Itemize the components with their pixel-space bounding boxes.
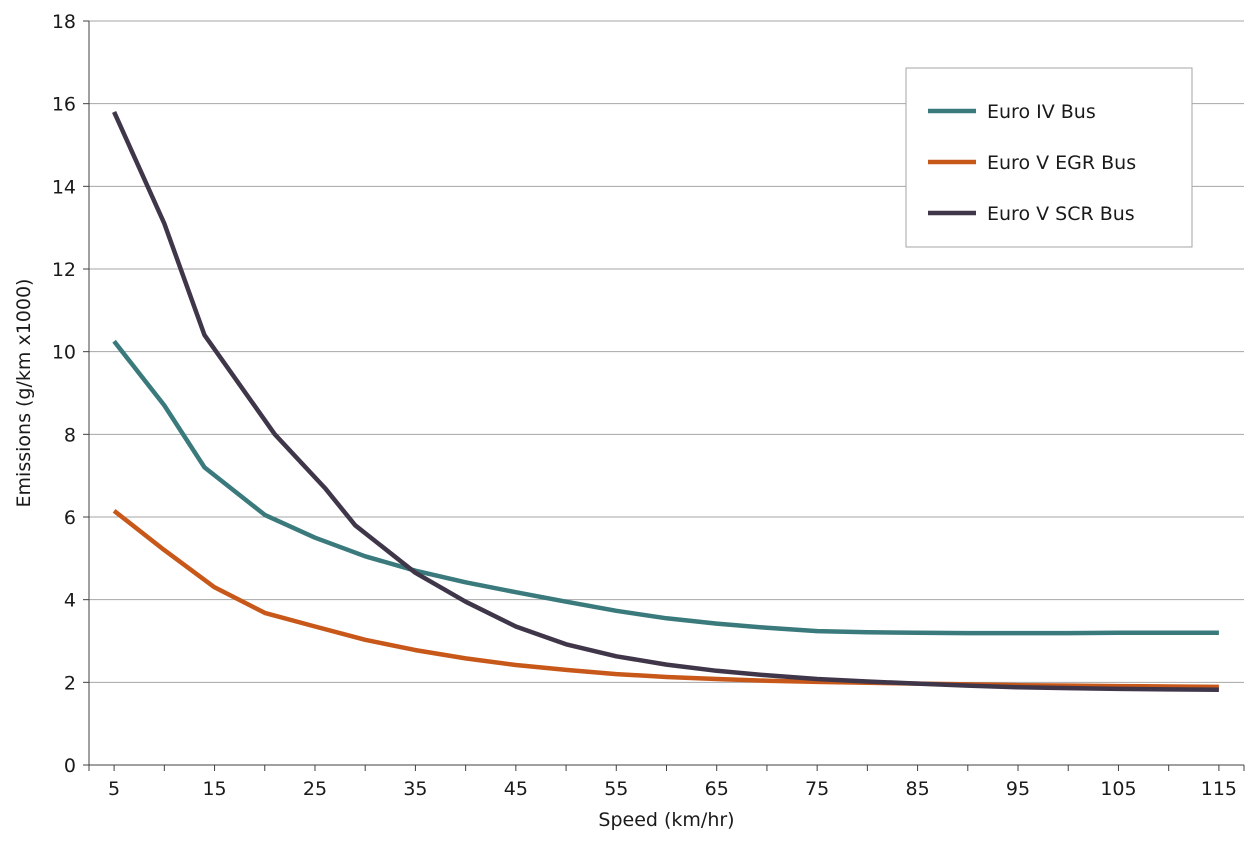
series-line-3 — [112, 110, 1219, 693]
x-tick-label: 5 — [108, 778, 120, 800]
x-tick-label: 35 — [403, 778, 427, 800]
x-tick-label: 25 — [303, 778, 327, 800]
series-line-1 — [112, 339, 1219, 636]
y-tick-label: 0 — [64, 755, 76, 777]
y-tick-label: 2 — [64, 672, 76, 694]
x-axis-tick-labels: 5 15 25 35 45 55 65 75 85 95 105 115 — [108, 778, 1237, 800]
x-tick-label: 55 — [604, 778, 628, 800]
y-tick-label: 4 — [64, 590, 76, 612]
legend-label: Euro V EGR Bus — [987, 152, 1136, 174]
y-tick-label: 14 — [52, 176, 76, 198]
legend-box — [905, 67, 1193, 248]
y-axis-tick-labels: 0 2 4 6 8 10 12 14 16 18 — [52, 11, 89, 777]
x-tick-label: 85 — [905, 778, 929, 800]
y-tick-label: 12 — [52, 259, 76, 281]
x-tick-label: 115 — [1201, 778, 1237, 800]
x-tick-label: 65 — [705, 778, 729, 800]
legend-label: Euro V SCR Bus — [987, 203, 1135, 225]
x-axis-title: Speed (km/hr) — [598, 809, 734, 831]
x-tick-label: 15 — [202, 778, 226, 800]
y-axis-title: Emissions (g/km x1000) — [13, 279, 35, 508]
y-tick-label: 16 — [52, 94, 76, 116]
gridlines — [89, 20, 1244, 683]
x-tick-label: 45 — [504, 778, 528, 800]
y-tick-label: 18 — [52, 11, 76, 33]
x-tick-label: 75 — [805, 778, 829, 800]
y-tick-label: 6 — [64, 507, 76, 529]
x-axis-ticks — [88, 765, 1245, 771]
legend-label: Euro IV Bus — [987, 101, 1096, 123]
legend: Euro IV Bus Euro V EGR Bus Euro V SCR Bus — [905, 67, 1193, 248]
x-tick-label: 95 — [1006, 778, 1030, 800]
y-tick-label: 8 — [64, 424, 76, 446]
series-line-2 — [112, 509, 1219, 690]
y-tick-label: 10 — [52, 342, 76, 364]
series-lines — [112, 110, 1219, 693]
x-tick-label: 105 — [1100, 778, 1136, 800]
